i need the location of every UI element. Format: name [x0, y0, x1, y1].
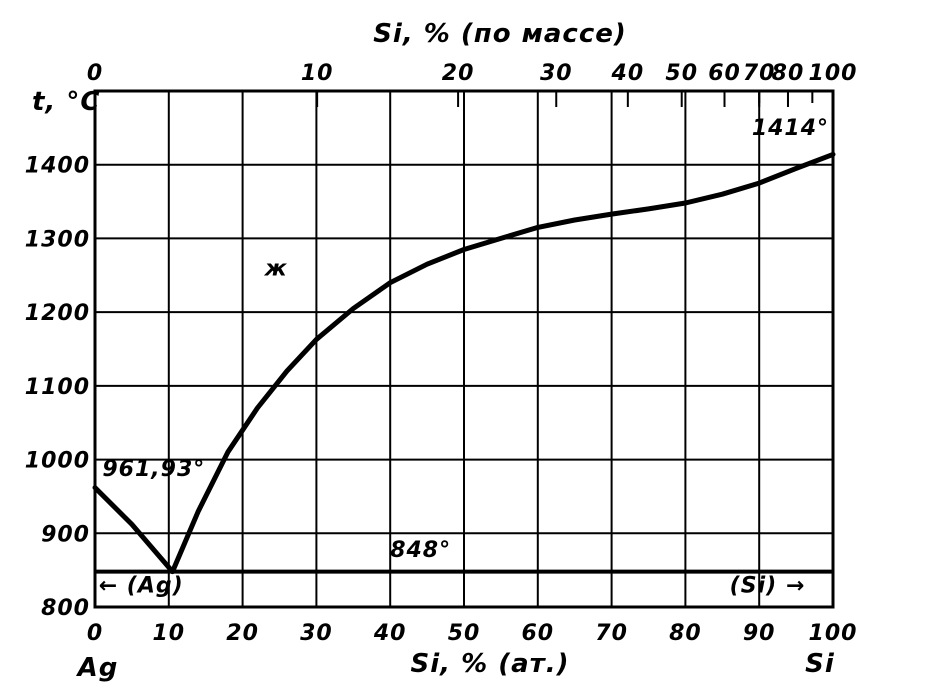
liquidus-curve: [92, 151, 836, 575]
x-left-element-label: Ag: [76, 653, 119, 683]
x-tick-label: 20: [226, 621, 259, 646]
x-tick-label: 50: [448, 621, 481, 646]
y-tick-label: 1300: [25, 227, 90, 252]
x-right-element-label: Si: [805, 649, 835, 679]
top-tick-label: 100: [809, 61, 858, 86]
y-tick-label: 1400: [25, 154, 90, 179]
grid: [95, 91, 833, 607]
y-tick-label: 1100: [25, 375, 90, 400]
annotation: 848°: [390, 538, 451, 563]
x-tick-label: 90: [743, 621, 776, 646]
top-tick-label: 30: [540, 61, 573, 86]
x-tick-label: 70: [595, 621, 628, 646]
top-tick-label: 0: [87, 61, 103, 86]
y-tick-label: 1000: [25, 449, 90, 474]
top-tick-label: 10: [301, 61, 334, 86]
annotation: (Si) →: [730, 573, 806, 598]
y-axis-label: t, °C: [32, 87, 100, 117]
y-tick-label: 1200: [25, 301, 90, 326]
tick-labels: 0 10 20 30 40 50 60 70 80 90 100800900100011001200…: [25, 61, 858, 646]
series: [92, 151, 836, 575]
y-tick-label: 800: [41, 596, 90, 621]
annotation: ж: [264, 256, 288, 281]
annotation: 961,93°: [102, 457, 205, 482]
top-tick-label: 50: [665, 61, 698, 86]
top-axis-title: Si, % (по массе): [373, 19, 627, 49]
x-tick-label: 60: [521, 621, 554, 646]
x-tick-label: 100: [809, 621, 858, 646]
x-tick-label: 0: [87, 621, 103, 646]
top-tick-label: 80: [772, 61, 805, 86]
x-axis-label: Si, % (ат.): [411, 649, 570, 679]
top-tick-label: 70: [743, 61, 776, 86]
annotations: 961,93° 1414° 848° ж ← (Ag) (Si) →: [99, 116, 829, 598]
annotation: ← (Ag): [99, 573, 184, 598]
y-tick-label: 900: [41, 522, 90, 547]
x-tick-label: 10: [152, 621, 185, 646]
x-tick-label: 30: [300, 621, 333, 646]
top-tick-label: 60: [708, 61, 741, 86]
x-tick-label: 80: [669, 621, 702, 646]
top-tick-label: 40: [611, 61, 645, 86]
annotation: 1414°: [752, 116, 829, 141]
top-tick-label: 20: [442, 61, 475, 86]
x-tick-label: 40: [373, 621, 407, 646]
